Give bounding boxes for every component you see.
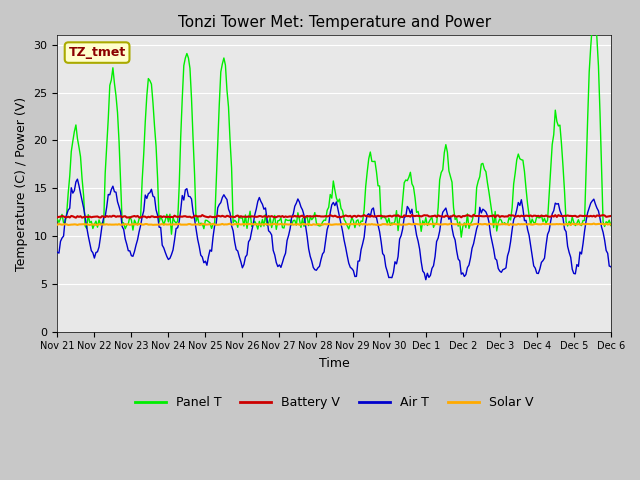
Text: TZ_tmet: TZ_tmet [68, 46, 125, 59]
X-axis label: Time: Time [319, 357, 349, 370]
Y-axis label: Temperature (C) / Power (V): Temperature (C) / Power (V) [15, 96, 28, 271]
Title: Tonzi Tower Met: Temperature and Power: Tonzi Tower Met: Temperature and Power [177, 15, 491, 30]
Legend: Panel T, Battery V, Air T, Solar V: Panel T, Battery V, Air T, Solar V [129, 391, 539, 414]
